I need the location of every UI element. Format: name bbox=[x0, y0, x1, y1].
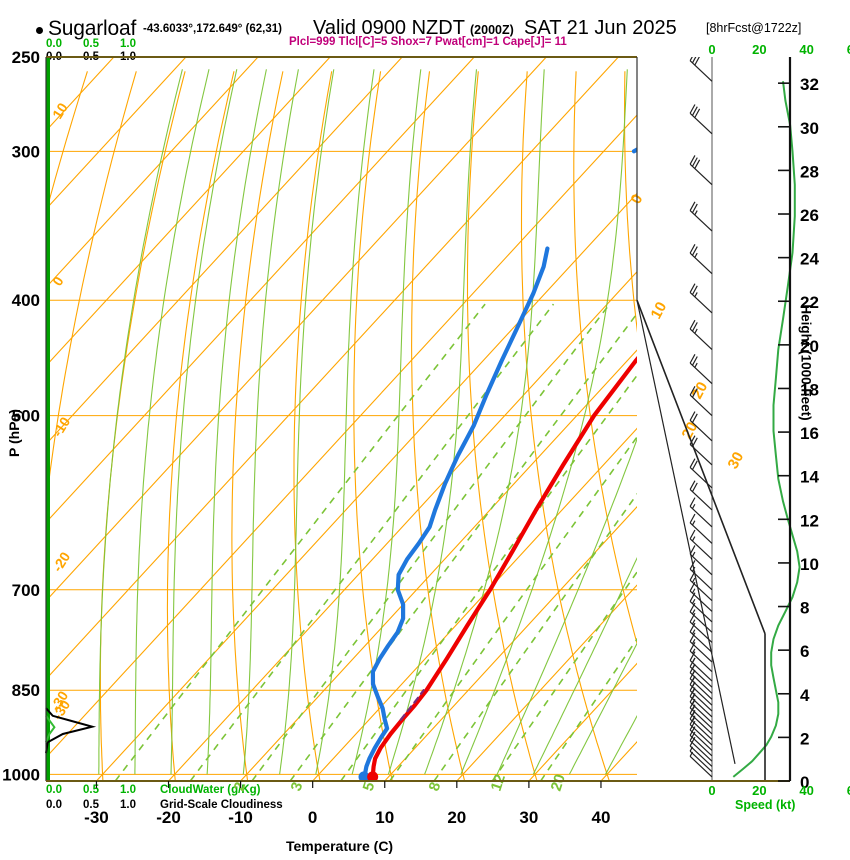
svg-text:26: 26 bbox=[800, 206, 819, 225]
title-bar: Sugarloaf -43.6033°,172.649° (62,31) Val… bbox=[0, 8, 850, 40]
cloudwater-tick-top-0: 0.0 bbox=[46, 38, 62, 50]
svg-text:0: 0 bbox=[800, 773, 809, 792]
isotherm-lines bbox=[46, 57, 637, 781]
svg-text:22: 22 bbox=[800, 293, 819, 312]
svg-text:60: 60 bbox=[847, 42, 850, 57]
svg-text:-10: -10 bbox=[228, 808, 253, 827]
svg-text:700: 700 bbox=[12, 581, 40, 600]
cloudwater-tick-top-1: 0.5 bbox=[83, 38, 99, 50]
svg-text:20: 20 bbox=[447, 808, 466, 827]
svg-text:-30: -30 bbox=[84, 808, 109, 827]
svg-text:28: 28 bbox=[800, 162, 819, 181]
cloudiness-tick-bot-2: 1.0 bbox=[120, 799, 136, 811]
svg-text:20: 20 bbox=[548, 772, 569, 793]
svg-text:14: 14 bbox=[800, 468, 819, 487]
cloudwater-tick-top-2: 1.0 bbox=[120, 38, 136, 50]
svg-text:20: 20 bbox=[689, 379, 712, 402]
forecast-tag: [8hrFcst@1722z] bbox=[706, 21, 802, 35]
svg-text:300: 300 bbox=[12, 142, 40, 161]
svg-text:250: 250 bbox=[12, 48, 40, 67]
svg-text:8: 8 bbox=[426, 780, 445, 793]
svg-text:2: 2 bbox=[800, 729, 809, 748]
speed-axis-title: Speed (kt) bbox=[735, 798, 796, 812]
temperature-axis-title: Temperature (C) bbox=[286, 838, 394, 854]
dry-adiabat-lines bbox=[46, 71, 637, 781]
svg-text:4: 4 bbox=[800, 686, 810, 705]
cloudiness-tick-bot-1: 0.5 bbox=[83, 799, 99, 811]
svg-text:24: 24 bbox=[800, 250, 819, 269]
station-name: Sugarloaf bbox=[48, 17, 137, 40]
svg-text:40: 40 bbox=[799, 783, 813, 798]
svg-text:0: 0 bbox=[49, 273, 67, 288]
wind-barb-panel bbox=[689, 57, 713, 781]
svg-text:850: 850 bbox=[12, 681, 40, 700]
svg-text:60: 60 bbox=[847, 783, 850, 798]
stability-indices: Plcl=999 Tlcl[C]=5 Shox=7 Pwat[cm]=1 Cap… bbox=[289, 36, 567, 48]
svg-text:16: 16 bbox=[800, 424, 819, 443]
svg-text:18: 18 bbox=[800, 380, 819, 399]
svg-text:0: 0 bbox=[708, 783, 715, 798]
svg-text:500: 500 bbox=[12, 407, 40, 426]
valid-time-utc: (2000Z) bbox=[470, 23, 514, 37]
svg-text:12: 12 bbox=[488, 772, 509, 793]
svg-text:20: 20 bbox=[752, 783, 766, 798]
valid-date: SAT 21 Jun 2025 bbox=[524, 17, 677, 39]
saturated-adiabat-lines bbox=[98, 69, 637, 775]
svg-text:30: 30 bbox=[800, 119, 819, 138]
svg-text:20: 20 bbox=[800, 337, 819, 356]
svg-text:5: 5 bbox=[360, 780, 379, 793]
svg-text:400: 400 bbox=[12, 291, 40, 310]
station-coordinates: -43.6033°,172.649° (62,31) bbox=[143, 23, 282, 35]
speed-profile bbox=[732, 81, 801, 778]
svg-text:0: 0 bbox=[308, 808, 317, 827]
station-dot-icon bbox=[36, 27, 43, 34]
svg-text:0: 0 bbox=[708, 42, 715, 57]
cloudiness-tick-bot-0: 0.0 bbox=[46, 799, 62, 811]
plot-frame bbox=[45, 56, 792, 788]
svg-text:6: 6 bbox=[800, 642, 809, 661]
svg-text:20: 20 bbox=[752, 42, 766, 57]
valid-time: Valid 0900 NZDT bbox=[313, 17, 465, 39]
svg-text:30: 30 bbox=[725, 449, 748, 472]
cloudiness-legend-label: Grid-Scale Cloudiness bbox=[160, 799, 283, 811]
svg-text:1000: 1000 bbox=[2, 765, 40, 784]
cloudwater-tick-bot-1: 0.5 bbox=[83, 784, 99, 796]
svg-text:10: 10 bbox=[648, 299, 671, 322]
svg-text:8: 8 bbox=[800, 599, 809, 618]
svg-text:40: 40 bbox=[799, 42, 813, 57]
svg-text:-20: -20 bbox=[156, 808, 181, 827]
sounding-traces bbox=[358, 147, 637, 781]
svg-text:10: 10 bbox=[49, 100, 71, 122]
svg-text:-20: -20 bbox=[49, 549, 73, 575]
isobar-lines bbox=[46, 56, 637, 775]
svg-text:3: 3 bbox=[288, 780, 307, 793]
svg-text:10: 10 bbox=[375, 808, 394, 827]
cloudwater-tick-bot-0: 0.0 bbox=[46, 784, 62, 796]
svg-text:30: 30 bbox=[519, 808, 538, 827]
mixing-ratio-lines bbox=[114, 303, 637, 781]
svg-text:12: 12 bbox=[800, 511, 819, 530]
svg-text:40: 40 bbox=[592, 808, 611, 827]
cloudwater-tick-bot-2: 1.0 bbox=[120, 784, 136, 796]
cloudwater-legend-label: CloudWater (g/Kg) bbox=[160, 784, 261, 796]
svg-text:10: 10 bbox=[800, 555, 819, 574]
svg-text:32: 32 bbox=[800, 75, 819, 94]
